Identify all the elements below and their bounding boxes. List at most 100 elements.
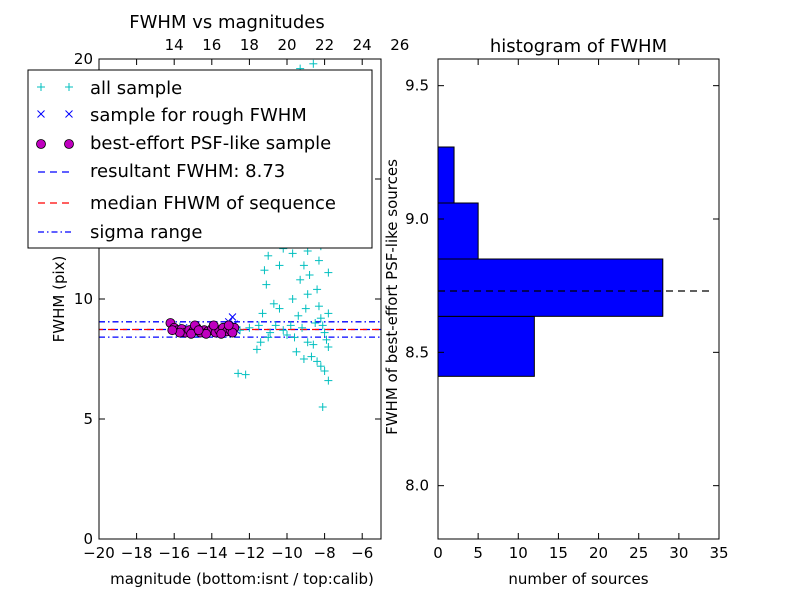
best-sample-point <box>208 320 219 331</box>
legend-resultant-fwhm: resultant FWHM: 8.73 <box>90 161 285 182</box>
legend-box <box>27 69 373 249</box>
histogram-y-axis-label: FWHM of best-effort PSF-like sources <box>383 159 401 435</box>
histogram-bar <box>437 202 479 260</box>
all-sample-point <box>262 280 271 289</box>
all-sample-point <box>322 335 331 344</box>
y-tick-label: 9.0 <box>405 210 429 228</box>
all-sample-point <box>305 271 314 279</box>
all-sample-point <box>299 355 308 363</box>
y-tick-label: 10 <box>74 290 93 308</box>
histogram-bar <box>437 146 455 204</box>
all-sample-point <box>320 367 329 375</box>
legend-all-sample-marker <box>37 83 45 91</box>
all-sample-point <box>288 295 297 303</box>
all-sample-point <box>314 256 323 265</box>
all-sample-point <box>275 304 284 313</box>
all-sample-point <box>296 275 305 284</box>
y-tick-label: 20 <box>74 50 93 68</box>
all-sample-point <box>316 362 325 371</box>
all-sample-point <box>299 261 308 270</box>
y-tick-label: 9.5 <box>405 77 429 95</box>
top-tick-label: 18 <box>240 36 259 54</box>
all-sample-point <box>241 370 250 379</box>
x-tick-label: 15 <box>549 544 568 562</box>
top-tick-label: 26 <box>390 36 409 54</box>
x-tick-label: −16 <box>158 544 190 562</box>
scatter-x-axis-label: magnitude (bottom:isnt / top:calib) <box>110 570 374 588</box>
histogram-plot-frame <box>437 58 720 540</box>
all-sample-point <box>275 261 284 270</box>
legend-rough-marker <box>65 110 73 118</box>
legend-all-sample-marker <box>65 83 73 91</box>
all-sample-point <box>269 299 278 308</box>
all-sample-point <box>252 345 261 354</box>
all-sample-point <box>303 290 312 299</box>
all-sample-point <box>314 302 323 311</box>
all-sample-point <box>313 357 322 366</box>
legend: all sample sample for rough FWHM best-ef… <box>27 69 373 249</box>
x-tick-label: 5 <box>473 544 483 562</box>
all-sample-point <box>311 319 320 327</box>
all-sample-point <box>260 266 269 275</box>
all-sample-point <box>324 343 333 351</box>
top-tick-label: 20 <box>277 36 296 54</box>
legend-sigma-range: sigma range <box>90 222 202 243</box>
x-tick-label: 25 <box>629 544 648 562</box>
y-tick-label: 0 <box>83 530 93 548</box>
legend-all-sample: all sample <box>90 78 182 99</box>
x-tick-label: −10 <box>271 544 303 562</box>
all-sample-point <box>266 328 275 337</box>
histogram-bar <box>437 258 664 317</box>
legend-symbols <box>36 83 74 233</box>
histogram-panel: 0 5 10 15 20 25 30 35 8.0 8.5 9.0 9.5 histogram of … <box>383 36 729 588</box>
all-sample-point <box>256 338 265 347</box>
best-sample-point <box>223 320 234 331</box>
all-sample-point <box>245 323 254 332</box>
x-tick-label: 0 <box>433 544 443 562</box>
rough-sample-point <box>228 313 237 321</box>
all-sample-point <box>271 321 280 330</box>
top-tick-label: 24 <box>353 36 372 54</box>
all-sample-point <box>264 251 273 260</box>
all-sample-point <box>307 352 316 361</box>
x-tick-label: −8 <box>314 544 336 562</box>
all-sample-point <box>283 331 291 339</box>
legend-best-marker <box>64 139 74 149</box>
x-tick-label: 30 <box>669 544 688 562</box>
all-sample-point <box>320 328 329 337</box>
legend-best-marker <box>36 139 46 149</box>
x-tick-label: −20 <box>83 544 115 562</box>
all-sample-point <box>288 249 297 258</box>
all-sample-point <box>234 369 243 378</box>
all-sample-point <box>303 338 312 347</box>
all-sample-point <box>286 321 295 330</box>
scatter-ticks: −20 −18 −16 −14 −12 −10 −8 −6 14 16 18 20 22 24 26 0 5 10… <box>74 36 409 562</box>
all-sample-point <box>316 314 325 323</box>
x-tick-label: −14 <box>196 544 228 562</box>
all-sample-point <box>290 333 299 342</box>
histogram-x-axis-label: number of sources <box>508 570 648 588</box>
all-sample-point <box>298 323 307 332</box>
all-sample-point <box>318 321 327 330</box>
histogram-bars <box>437 146 664 377</box>
y-tick-label: 5 <box>83 410 93 428</box>
legend-median-fwhm: median FHWM of sequence <box>90 193 336 214</box>
all-sample-point <box>313 285 322 294</box>
all-sample-point <box>264 333 273 342</box>
all-sample-point <box>292 347 301 356</box>
x-tick-label: 20 <box>589 544 608 562</box>
x-tick-label: −18 <box>121 544 153 562</box>
scatter-y-axis-label: FWHM (pix) <box>50 256 68 343</box>
all-sample-point <box>324 268 333 277</box>
all-sample-point <box>324 376 333 385</box>
all-sample-point <box>309 340 318 349</box>
all-sample-point <box>258 309 267 318</box>
best-sample-point <box>216 328 227 339</box>
histogram-title: histogram of FWHM <box>490 36 667 57</box>
all-sample-point <box>324 309 333 318</box>
legend-rough-sample: sample for rough FWHM <box>90 105 307 126</box>
histogram-ticks: 0 5 10 15 20 25 30 35 8.0 8.5 9.0 9.5 <box>405 59 729 562</box>
legend-best-sample: best-effort PSF-like sample <box>90 133 331 154</box>
top-tick-label: 14 <box>165 36 184 54</box>
